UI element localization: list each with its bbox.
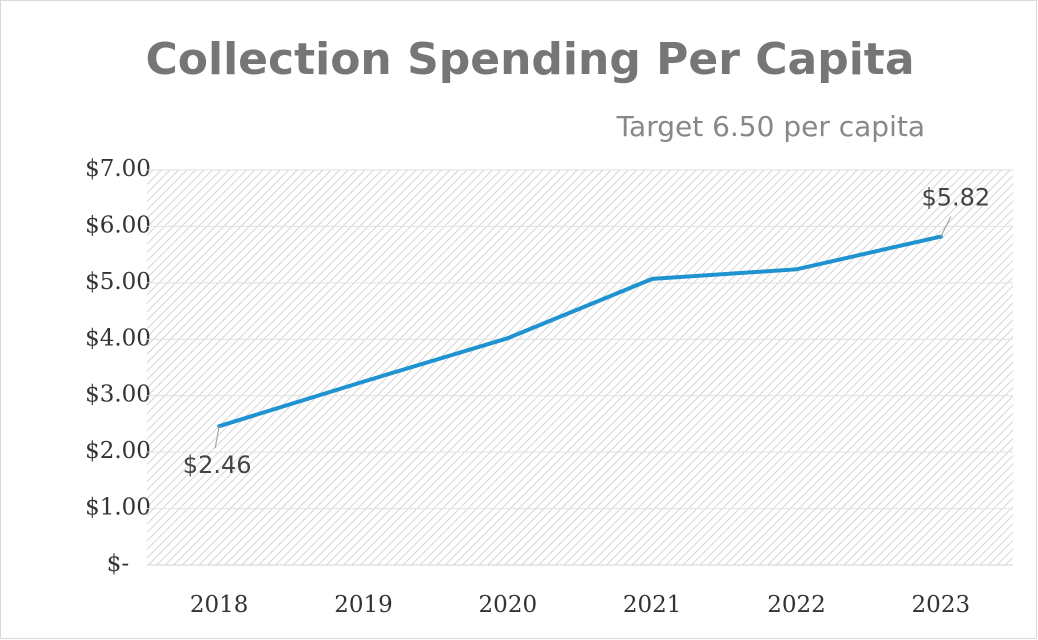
label-leader: [214, 426, 220, 449]
x-tick-label: 2023: [912, 592, 971, 618]
y-tick-label: $4.00: [85, 325, 151, 351]
y-tick-label: $7.00: [85, 156, 151, 182]
plot-area: [147, 170, 1013, 565]
label-leader: [940, 216, 952, 237]
chart-title: Collection Spending Per Capita: [145, 34, 914, 85]
line-series: [217, 234, 943, 429]
x-tick-label: 2018: [190, 592, 249, 618]
y-tick-label: $-: [107, 551, 129, 577]
y-tick-label: $5.00: [85, 269, 151, 295]
data-label: $2.46: [183, 451, 252, 479]
y-tick-label: $3.00: [85, 382, 151, 408]
x-tick-label: 2022: [767, 592, 826, 618]
x-tick-label: 2021: [623, 592, 682, 618]
x-tick-label: 2020: [479, 592, 538, 618]
chart-subtitle: Target 6.50 per capita: [616, 110, 925, 143]
data-label: $5.82: [921, 184, 990, 212]
y-tick-label: $2.00: [85, 438, 151, 464]
y-tick-label: $6.00: [85, 212, 151, 238]
x-tick-label: 2019: [334, 592, 393, 618]
y-tick-label: $1.00: [85, 495, 151, 521]
